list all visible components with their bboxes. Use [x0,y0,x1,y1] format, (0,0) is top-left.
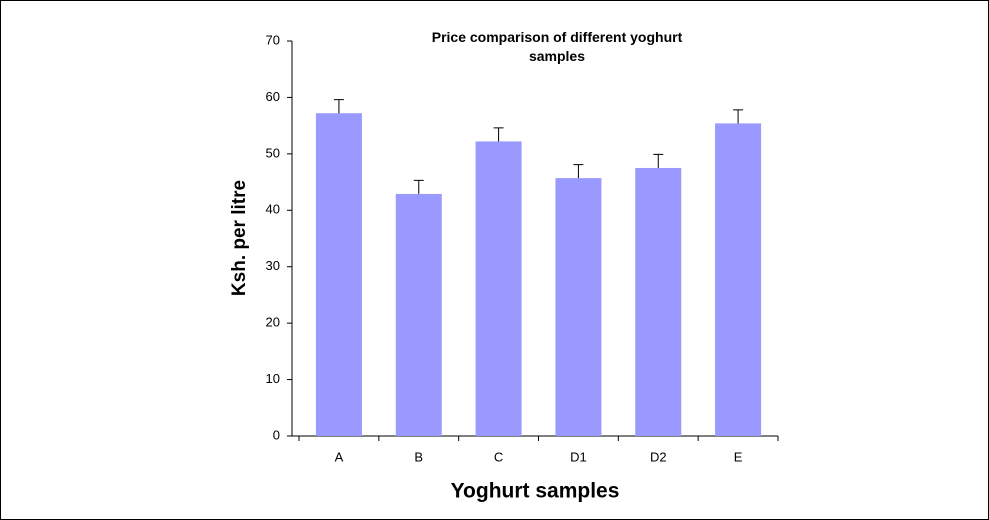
bar [395,193,442,436]
bar [315,113,362,436]
x-tick-label: E [734,449,743,464]
bar [635,167,682,436]
error-bar [573,164,584,179]
y-axis-label: Ksh. per litre [229,180,250,296]
error-bar [413,179,424,194]
chart-title: Price comparison of different yoghurt sa… [431,29,683,64]
bar [555,178,602,436]
y-tick-label: 40 [266,202,280,217]
y-tick-label: 60 [266,89,280,104]
x-tick-label: D1 [570,449,587,464]
error-bar [653,153,664,168]
error-bar [333,99,344,114]
y-tick-label: 20 [266,315,280,330]
y-tick-label: 10 [266,371,280,386]
bar [475,141,522,436]
x-tick-label: C [494,449,503,464]
x-axis-label: Yoghurt samples [451,480,620,503]
y-tick-label: 0 [273,427,280,442]
y-tick-label: 70 [266,32,280,47]
x-tick-label: D2 [650,449,667,464]
error-bar [733,109,744,124]
y-tick-label: 30 [266,258,280,273]
bar [715,123,762,436]
x-tick-label: B [414,449,423,464]
y-tick-label: 50 [266,145,280,160]
error-bar [493,127,504,142]
x-tick-label: A [335,449,344,464]
